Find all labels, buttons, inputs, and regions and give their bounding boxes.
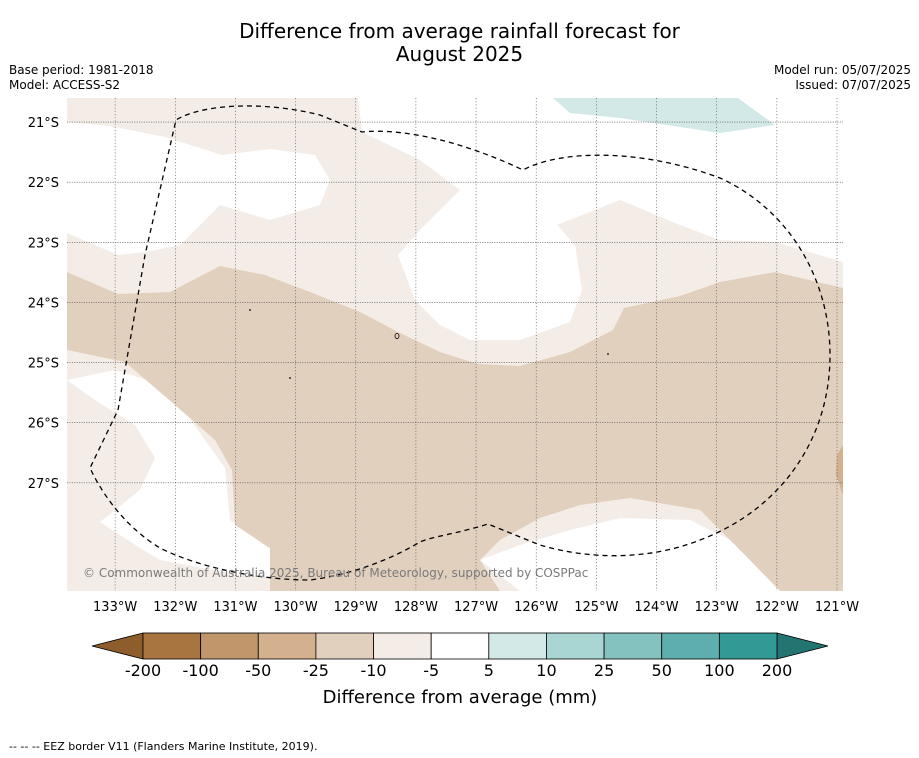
colorbar-tick-label: -50	[245, 661, 271, 680]
colorbar-tick-label: -5	[423, 661, 439, 680]
colorbar-title: Difference from average (mm)	[323, 687, 598, 708]
colorbar-tick-label: 5	[484, 661, 494, 680]
anomaly-region-medium	[67, 266, 843, 591]
colorbar	[91, 632, 829, 660]
colorbar-high-extend	[776, 632, 829, 660]
lat-tick-label: 23°S	[28, 236, 59, 251]
colorbar-tick-label: -200	[125, 661, 161, 680]
gridlines	[67, 98, 843, 591]
eez-border	[89, 105, 831, 581]
map-title-line-1: Difference from average rainfall forecas…	[239, 19, 680, 43]
lat-tick-label: 21°S	[28, 116, 59, 131]
colorbar-segment	[373, 632, 432, 660]
colorbar-segment	[546, 632, 605, 660]
copyright-notice: © Commonwealth of Australia 2025, Bureau…	[83, 566, 588, 580]
lon-axis: 133°W 132°W 131°W 130°W 129°W 128°W 127°W 126°W…	[93, 600, 859, 615]
lon-tick-label: 121°W	[815, 600, 859, 615]
lat-tick-label: 26°S	[28, 417, 59, 432]
colorbar-segment	[200, 632, 259, 660]
colorbar-segment	[315, 632, 374, 660]
model-run-label: Model run: 05/07/2025	[773, 63, 911, 77]
lat-tick-label: 22°S	[28, 176, 59, 191]
eez-footnote: -- -- -- EEZ border V11 (Flanders Marine…	[9, 740, 318, 753]
lon-tick-label: 132°W	[153, 600, 197, 615]
colorbar-tick-label: 200	[762, 661, 793, 680]
island-marker	[394, 332, 400, 339]
lat-tick-label: 25°S	[28, 357, 59, 372]
colorbar-segment	[257, 632, 317, 660]
lon-tick-label: 131°W	[213, 600, 257, 615]
colorbar-tick-label: -100	[182, 661, 218, 680]
lon-tick-label: 128°W	[394, 600, 438, 615]
colorbar-tick-label: -25	[303, 661, 329, 680]
lon-tick-label: 123°W	[695, 600, 739, 615]
lon-tick-label: 133°W	[93, 600, 137, 615]
island-marker	[289, 377, 291, 379]
colorbar-segment	[718, 632, 778, 660]
lon-tick-label: 130°W	[274, 600, 318, 615]
map-area	[67, 98, 843, 591]
issued-label: Issued: 07/07/2025	[795, 78, 911, 92]
lat-tick-label: 24°S	[28, 296, 59, 311]
colorbar-segment	[430, 632, 490, 660]
lon-tick-label: 125°W	[574, 600, 618, 615]
lat-axis: 21°S 22°S 23°S 24°S 25°S 26°S 27°S	[28, 116, 59, 492]
colorbar-tick-label: 10	[536, 661, 556, 680]
map-title-line-2: August 2025	[395, 42, 524, 66]
lon-tick-label: 122°W	[755, 600, 799, 615]
base-period-label: Base period: 1981-2018	[9, 63, 154, 77]
island-marker	[607, 353, 609, 355]
colorbar-ticks: -200 -100 -50 -25 -10 -5 5 10 25 50 100 200	[125, 661, 792, 680]
colorbar-tick-label: -10	[360, 661, 386, 680]
anomaly-region-east-patch	[836, 445, 843, 495]
lon-tick-label: 126°W	[514, 600, 558, 615]
colorbar-segment	[603, 632, 663, 660]
anomaly-region-normal-north	[67, 98, 330, 255]
colorbar-segment	[488, 632, 547, 660]
anomaly-region-wet	[553, 98, 775, 133]
colorbar-segment	[661, 632, 720, 660]
colorbar-tick-label: 25	[594, 661, 614, 680]
colorbar-segment	[142, 632, 202, 660]
lon-tick-label: 127°W	[454, 600, 498, 615]
lon-tick-label: 129°W	[334, 600, 378, 615]
colorbar-low-extend	[91, 632, 144, 660]
colorbar-tick-label: 50	[652, 661, 672, 680]
island-marker	[249, 309, 251, 311]
colorbar-tick-label: 100	[704, 661, 735, 680]
lat-tick-label: 27°S	[28, 477, 59, 492]
lon-tick-label: 124°W	[634, 600, 678, 615]
model-label: Model: ACCESS-S2	[9, 78, 121, 92]
